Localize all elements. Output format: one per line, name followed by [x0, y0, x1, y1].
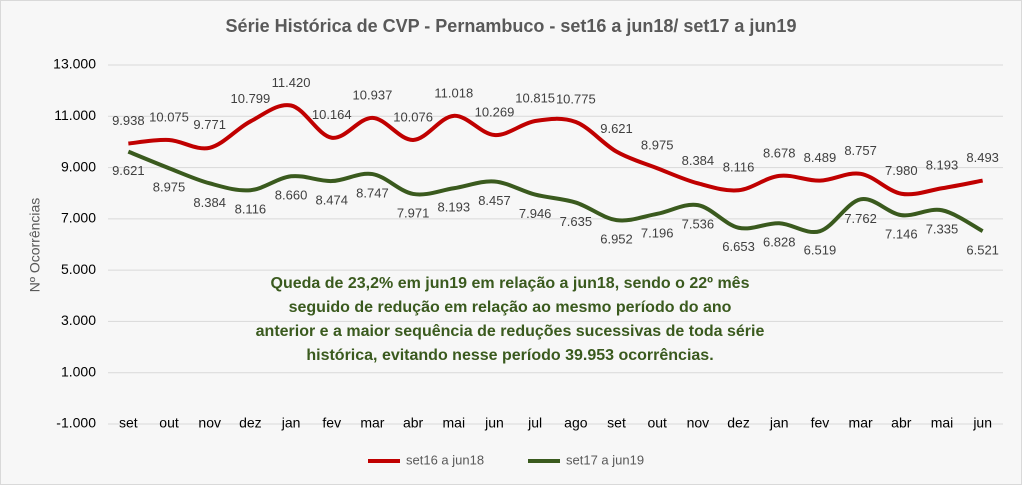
data-label: 9.621: [112, 163, 145, 178]
data-label: 9.771: [193, 117, 226, 132]
data-label: 10.075: [149, 109, 189, 124]
chart-title: Série Histórica de CVP - Pernambuco - se…: [226, 16, 797, 36]
y-tick-label: 13.000: [53, 56, 96, 72]
data-label: 8.493: [966, 150, 999, 165]
data-label: 10.799: [231, 91, 271, 106]
x-tick-label: dez: [239, 415, 262, 431]
x-tick-label: jan: [769, 415, 789, 431]
data-label: 7.971: [397, 205, 430, 220]
data-label: 10.269: [475, 104, 515, 119]
data-label: 8.384: [193, 195, 226, 210]
data-label: 8.193: [438, 200, 471, 215]
data-label: 7.536: [682, 217, 715, 232]
data-label: 8.474: [315, 192, 348, 207]
x-tick-label: nov: [687, 415, 710, 431]
annotation: anterior e a maior sequência de reduções…: [256, 323, 765, 340]
series-line: [128, 103, 984, 197]
x-tick-label: abr: [891, 415, 912, 431]
annotation: histórica, evitando nesse período 39.953…: [306, 347, 713, 364]
x-tick-label: set: [607, 415, 626, 431]
x-tick-label: jun: [972, 415, 992, 431]
y-tick-label: 3.000: [61, 312, 96, 328]
x-tick-label: mai: [931, 415, 954, 431]
y-tick-label: 11.000: [54, 107, 96, 123]
x-tick-label: ago: [564, 415, 588, 431]
data-label: 6.519: [804, 243, 837, 258]
data-label: 6.828: [763, 235, 796, 250]
data-label: 9.621: [600, 121, 633, 136]
data-label: 10.937: [353, 87, 393, 102]
legend-label: set16 a jun18: [406, 452, 484, 467]
x-tick-label: set: [119, 415, 138, 431]
x-tick-label: abr: [403, 415, 424, 431]
data-label: 10.815: [515, 90, 555, 105]
data-label: 6.521: [966, 243, 999, 258]
data-label: 11.420: [272, 75, 311, 90]
x-tick-label: mar: [849, 415, 873, 431]
y-tick-label: 5.000: [61, 261, 96, 277]
data-label: 8.384: [682, 153, 715, 168]
annotation: Queda de 23,2% em jun19 em relação a jun…: [271, 275, 750, 292]
x-tick-label: mar: [360, 415, 384, 431]
y-tick-label: 9.000: [61, 158, 96, 174]
annotation: seguido de redução em relação ao mesmo p…: [289, 299, 732, 316]
x-tick-label: nov: [198, 415, 221, 431]
y-tick-label: -1.000: [56, 415, 96, 431]
data-label: 6.952: [600, 232, 633, 247]
y-tick-label: 1.000: [61, 363, 96, 379]
x-tick-label: jun: [484, 415, 504, 431]
data-label: 8.747: [356, 185, 389, 200]
data-label: 9.938: [112, 113, 145, 128]
data-label: 11.018: [434, 85, 473, 100]
y-tick-label: 7.000: [61, 210, 96, 226]
x-tick-label: jul: [527, 415, 542, 431]
series-line: [127, 149, 984, 235]
y-axis-label: Nº Ocorrências: [27, 198, 43, 293]
x-tick-label: out: [159, 415, 179, 431]
data-label: 7.635: [560, 214, 593, 229]
data-label: 7.762: [844, 211, 877, 226]
data-label: 7.146: [885, 227, 918, 242]
x-tick-label: mai: [443, 415, 466, 431]
data-label: 7.946: [519, 206, 552, 221]
x-tick-label: out: [647, 415, 667, 431]
x-tick-label: fev: [322, 415, 341, 431]
data-label: 8.678: [763, 145, 796, 160]
data-label: 8.457: [478, 193, 511, 208]
data-label: 7.196: [641, 225, 674, 240]
data-label: 8.193: [926, 158, 959, 173]
data-label: 8.975: [153, 180, 186, 195]
data-label: 8.116: [235, 202, 267, 217]
data-label: 10.076: [393, 109, 433, 124]
data-label: 7.335: [926, 222, 959, 237]
data-label: 8.975: [641, 138, 674, 153]
x-tick-label: jan: [281, 415, 301, 431]
data-label: 10.164: [312, 107, 352, 122]
x-tick-label: dez: [727, 415, 750, 431]
data-label: 8.660: [275, 188, 308, 203]
data-label: 8.116: [723, 160, 755, 175]
data-label: 8.757: [844, 143, 877, 158]
x-tick-label: fev: [811, 415, 830, 431]
data-label: 10.775: [556, 91, 596, 106]
data-label: 8.489: [804, 150, 837, 165]
data-label: 7.980: [885, 163, 918, 178]
data-label: 6.653: [722, 239, 755, 254]
legend-label: set17 a jun19: [566, 452, 644, 467]
